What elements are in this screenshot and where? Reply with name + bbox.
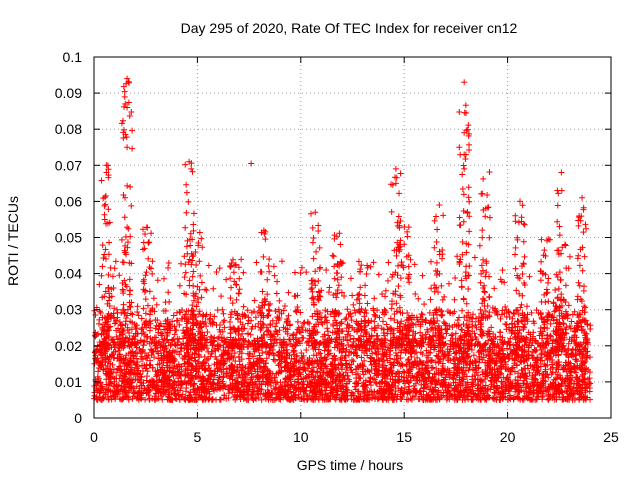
- scatter-point: [369, 392, 376, 399]
- scatter-point: [123, 393, 130, 400]
- scatter-point: [123, 379, 130, 386]
- scatter-point: [460, 364, 467, 371]
- scatter-point: [358, 318, 365, 325]
- scatter-point: [468, 346, 475, 353]
- scatter-point: [300, 320, 307, 327]
- scatter-point: [260, 322, 267, 329]
- scatter-point: [362, 322, 369, 329]
- scatter-point: [380, 318, 387, 325]
- scatter-point: [245, 330, 252, 337]
- scatter-point: [192, 332, 199, 339]
- scatter-point: [376, 314, 383, 321]
- scatter-point: [176, 321, 183, 328]
- scatter-point: [568, 318, 575, 325]
- chart-title: Day 295 of 2020, Rate Of TEC Index for r…: [181, 20, 518, 36]
- scatter-point: [387, 315, 394, 322]
- scatter-point: [427, 349, 434, 356]
- scatter-point: [135, 312, 142, 319]
- scatter-point: [232, 358, 239, 365]
- scatter-point: [344, 337, 351, 344]
- scatter-point: [367, 382, 374, 389]
- scatter-point: [356, 336, 363, 343]
- data-points: [91, 75, 594, 403]
- scatter-point: [569, 311, 576, 318]
- scatter-point: [345, 328, 352, 335]
- scatter-point: [408, 353, 415, 360]
- scatter-point: [422, 317, 429, 324]
- scatter-point: [130, 393, 137, 400]
- scatter-point: [566, 322, 573, 329]
- scatter-point: [482, 308, 489, 315]
- scatter-point: [228, 353, 235, 360]
- scatter-point: [371, 318, 378, 325]
- scatter-point: [126, 329, 133, 336]
- scatter-point: [465, 309, 472, 316]
- scatter-point: [170, 312, 177, 319]
- scatter-point: [290, 331, 297, 338]
- scatter-point: [155, 329, 162, 336]
- scatter-point: [324, 325, 331, 332]
- scatter-point: [348, 317, 355, 324]
- scatter-point: [272, 323, 279, 330]
- scatter-point: [247, 331, 254, 338]
- scatter-point: [454, 317, 461, 324]
- scatter-point: [273, 320, 280, 327]
- scatter-point: [129, 395, 136, 402]
- scatter-point: [303, 347, 310, 354]
- scatter-point: [472, 322, 479, 329]
- scatter-point: [154, 317, 161, 324]
